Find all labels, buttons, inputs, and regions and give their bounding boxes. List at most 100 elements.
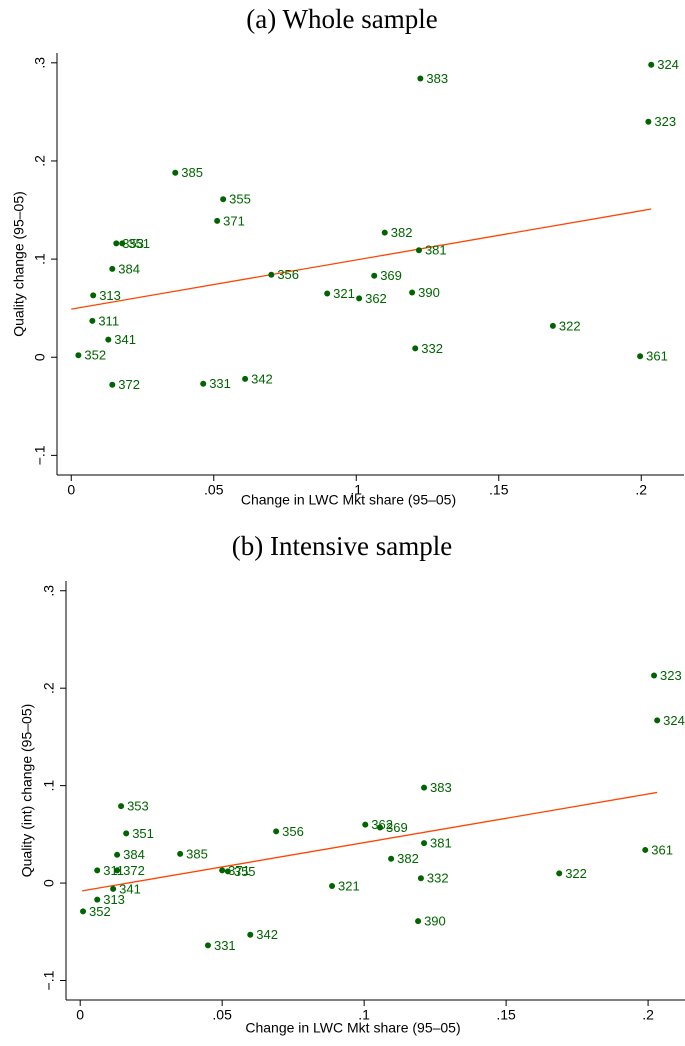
point-label: 323 bbox=[654, 114, 676, 129]
point bbox=[642, 846, 649, 853]
point-label: 351 bbox=[128, 236, 150, 251]
point bbox=[356, 295, 363, 302]
point-label: 361 bbox=[646, 349, 668, 364]
point bbox=[89, 317, 96, 324]
point-label: 381 bbox=[430, 836, 452, 851]
y-tick-label: .1 bbox=[32, 253, 48, 265]
point-label: 332 bbox=[427, 871, 449, 886]
y-axis-title: Quality (int) change (95–05) bbox=[19, 704, 35, 878]
point bbox=[549, 322, 556, 329]
point bbox=[388, 855, 395, 862]
point bbox=[268, 271, 275, 278]
fit-line bbox=[71, 208, 652, 310]
point bbox=[114, 851, 121, 858]
point-label: 385 bbox=[186, 846, 208, 861]
point-label: 353 bbox=[122, 236, 144, 251]
point bbox=[377, 824, 384, 831]
point-label: 321 bbox=[338, 878, 360, 893]
point-label: 341 bbox=[114, 332, 136, 347]
point-label: 390 bbox=[424, 914, 446, 929]
point bbox=[381, 229, 388, 236]
point-label: 361 bbox=[651, 842, 673, 857]
y-axis-title: Quality change (95–05) bbox=[11, 191, 27, 337]
point bbox=[94, 867, 101, 874]
x-tick-label: .2 bbox=[635, 482, 647, 498]
y-tick-label: 0 bbox=[41, 879, 57, 887]
point bbox=[75, 352, 82, 359]
point-label: 369 bbox=[386, 820, 408, 835]
point bbox=[113, 240, 120, 247]
point-label: 383 bbox=[426, 71, 448, 86]
point-label: 311 bbox=[103, 863, 124, 878]
point-label: 324 bbox=[663, 713, 685, 728]
point bbox=[109, 381, 116, 388]
point bbox=[94, 896, 101, 903]
point-label: 323 bbox=[660, 668, 682, 683]
point-label: 385 bbox=[181, 165, 203, 180]
y-tick-label: .1 bbox=[41, 780, 57, 792]
y-tick-label: .3 bbox=[32, 57, 48, 69]
point-label: 362 bbox=[371, 817, 393, 832]
y-tick-label: −.1 bbox=[41, 970, 57, 990]
y-tick-label: .2 bbox=[32, 155, 48, 167]
point bbox=[214, 217, 221, 224]
point-label: 372 bbox=[123, 863, 145, 878]
point-label: 341 bbox=[119, 881, 141, 896]
point-label: 351 bbox=[132, 826, 154, 841]
point-label: 384 bbox=[118, 261, 140, 276]
point bbox=[118, 803, 125, 810]
point bbox=[123, 830, 130, 837]
point-label: 342 bbox=[251, 371, 273, 386]
x-tick-label: .05 bbox=[212, 1007, 232, 1023]
point-label: 356 bbox=[277, 267, 299, 282]
point-label: 321 bbox=[333, 286, 355, 301]
point-label: 383 bbox=[430, 780, 452, 795]
point bbox=[172, 169, 179, 176]
point bbox=[90, 292, 97, 299]
point-label: 331 bbox=[209, 376, 231, 391]
point-label: 382 bbox=[391, 225, 413, 240]
point bbox=[110, 885, 117, 892]
x-axis-title: Change in LWC Mkt share (95–05) bbox=[241, 492, 456, 508]
point bbox=[247, 931, 254, 938]
point bbox=[371, 272, 378, 279]
point-label: 381 bbox=[425, 243, 447, 258]
point bbox=[417, 75, 424, 82]
fit-line bbox=[82, 791, 658, 892]
point bbox=[105, 336, 112, 343]
point bbox=[177, 850, 184, 857]
point-label: 324 bbox=[657, 57, 679, 72]
y-tick-label: −.1 bbox=[32, 445, 48, 465]
point bbox=[273, 828, 280, 835]
point bbox=[421, 840, 428, 847]
point bbox=[417, 875, 424, 882]
point bbox=[114, 867, 121, 874]
point-label: 372 bbox=[118, 377, 140, 392]
point-label: 331 bbox=[214, 938, 236, 953]
point bbox=[648, 61, 655, 68]
chart-title: (b) Intensive sample bbox=[232, 531, 452, 561]
point bbox=[362, 821, 369, 828]
point bbox=[220, 196, 227, 203]
x-tick-label: 0 bbox=[67, 482, 75, 498]
point-label: 322 bbox=[559, 318, 581, 333]
point-label: 390 bbox=[418, 285, 440, 300]
y-tick-label: .2 bbox=[41, 682, 57, 694]
point-label: 355 bbox=[234, 864, 256, 879]
x-axis-title: Change in LWC Mkt share (95–05) bbox=[245, 1020, 460, 1036]
point-label: 313 bbox=[103, 892, 125, 907]
point bbox=[109, 265, 116, 272]
point-label: 371 bbox=[223, 213, 245, 228]
point bbox=[412, 345, 419, 352]
x-tick-label: .2 bbox=[642, 1007, 654, 1023]
point bbox=[242, 375, 249, 382]
point-label: 355 bbox=[229, 192, 251, 207]
point bbox=[324, 290, 331, 297]
point bbox=[409, 289, 416, 296]
point bbox=[329, 882, 336, 889]
point bbox=[204, 942, 211, 949]
point-label: 362 bbox=[365, 291, 387, 306]
point-label: 371 bbox=[228, 863, 250, 878]
